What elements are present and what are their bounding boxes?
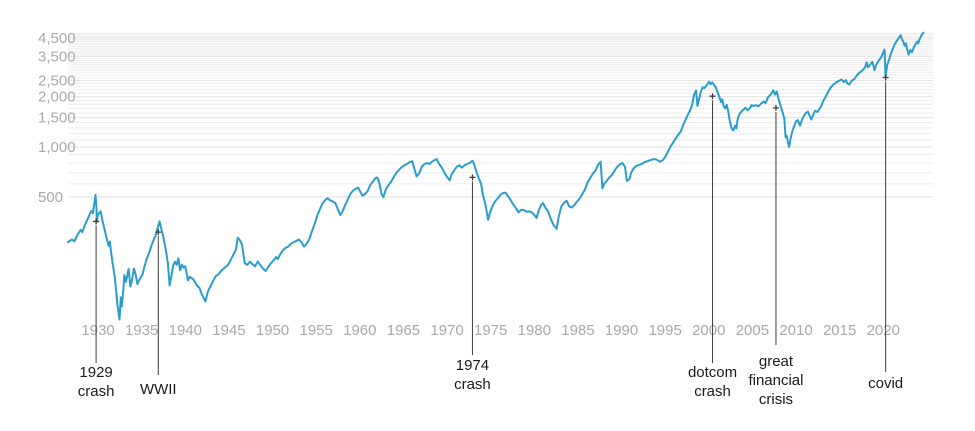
annotation-label: crash <box>78 383 115 400</box>
x-tick-label: 1985 <box>561 322 594 339</box>
gridlines <box>68 32 933 198</box>
y-tick-label: 3,500 <box>38 48 76 65</box>
x-tick-label: 1965 <box>387 322 420 339</box>
x-tick-label: 2000 <box>692 322 725 339</box>
x-tick-label: 1980 <box>518 322 551 339</box>
annotation-label: covid <box>868 375 903 392</box>
y-tick-label: 1,500 <box>38 110 76 127</box>
annotation-label: WWII <box>140 381 177 398</box>
x-tick-label: 1970 <box>430 322 463 339</box>
annotation-label: dotcom <box>688 364 737 381</box>
annotation-1974-crash: 1974 crash <box>454 174 491 393</box>
x-tick-label: 1960 <box>343 322 376 339</box>
annotation-label: crash <box>454 376 491 393</box>
x-tick-label: 1945 <box>212 322 245 339</box>
annotation-label: 1929 <box>79 364 112 381</box>
annotation-tip-marker <box>469 174 476 181</box>
annotation-label: crash <box>694 383 731 400</box>
x-tick-label: 1975 <box>474 322 507 339</box>
x-tick-label: 1940 <box>169 322 202 339</box>
annotation-1929-crash: 1929 crash <box>78 218 115 400</box>
annotation-tip-marker <box>709 93 716 100</box>
x-tick-label: 2005 <box>736 322 769 339</box>
x-tick-label: 1995 <box>648 322 681 339</box>
x-axis-labels: 1930 1935 1940 1945 1950 1955 1960 1965 1970 1975… <box>81 322 900 339</box>
price-line-series <box>67 31 925 321</box>
y-tick-label: 1,000 <box>38 139 76 156</box>
annotation-label: 1974 <box>456 357 489 374</box>
annotation-tip-marker <box>772 104 779 111</box>
x-tick-label: 1930 <box>81 322 114 339</box>
y-tick-label: 2,000 <box>38 89 76 106</box>
x-tick-label: 1935 <box>125 322 158 339</box>
y-tick-label: 4,500 <box>38 30 76 47</box>
y-tick-label: 500 <box>38 189 63 206</box>
annotation-covid: covid <box>868 74 903 392</box>
y-tick-label: 2,500 <box>38 73 76 90</box>
annotation-wwii: WWII <box>140 229 177 398</box>
x-tick-label: 1955 <box>300 322 333 339</box>
annotation-tip-marker <box>155 229 162 236</box>
annotation-dotcom-crash: dotcom crash <box>688 93 737 400</box>
annotation-tip-marker <box>93 218 100 225</box>
x-tick-label: 2010 <box>779 322 812 339</box>
annotation-label: great <box>759 353 794 370</box>
crash-annotations: 1929 crash WWII 1974 crash dotcom crash great fi… <box>78 74 903 408</box>
annotation-tip-marker <box>882 74 889 81</box>
x-tick-label: 2015 <box>823 322 856 339</box>
x-tick-label: 1990 <box>605 322 638 339</box>
annotation-label: crisis <box>759 391 793 408</box>
x-tick-label: 1950 <box>256 322 289 339</box>
annotation-great-financial-crisis: great financial crisis <box>748 104 803 408</box>
x-tick-label: 2020 <box>867 322 900 339</box>
annotation-label: financial <box>748 372 803 389</box>
